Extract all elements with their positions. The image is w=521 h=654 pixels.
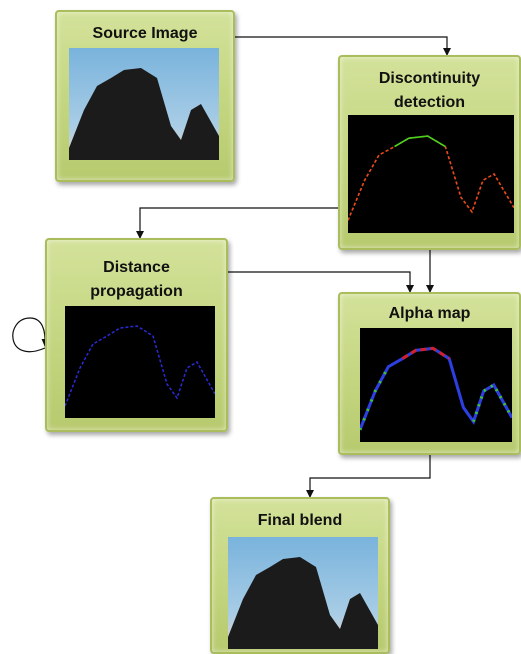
node-distance: Distance propagation [45, 238, 228, 432]
node-title: detection [340, 91, 519, 115]
node-discontinuity: Discontinuity detection [338, 55, 521, 250]
node-title: Final blend [212, 509, 388, 533]
node-title: Source Image [57, 22, 233, 46]
arrow [235, 37, 447, 55]
arrow [140, 208, 347, 238]
arrow [228, 272, 410, 292]
node-source: Source Image [55, 10, 235, 182]
distance-image [65, 306, 215, 418]
node-title: Distance [47, 256, 226, 280]
arrow [310, 455, 430, 497]
node-alpha: Alpha map [338, 292, 521, 455]
node-title: Alpha map [340, 302, 519, 326]
node-title: propagation [47, 280, 226, 304]
node-final: Final blend [210, 497, 390, 654]
final-image [228, 537, 378, 649]
page: Source Image Discontinuity detection Dis… [0, 0, 521, 654]
node-title: Discontinuity [340, 67, 519, 91]
edge-image [348, 115, 514, 233]
alpha-image [360, 328, 512, 442]
self-loop [13, 318, 45, 352]
source-image [69, 48, 219, 160]
